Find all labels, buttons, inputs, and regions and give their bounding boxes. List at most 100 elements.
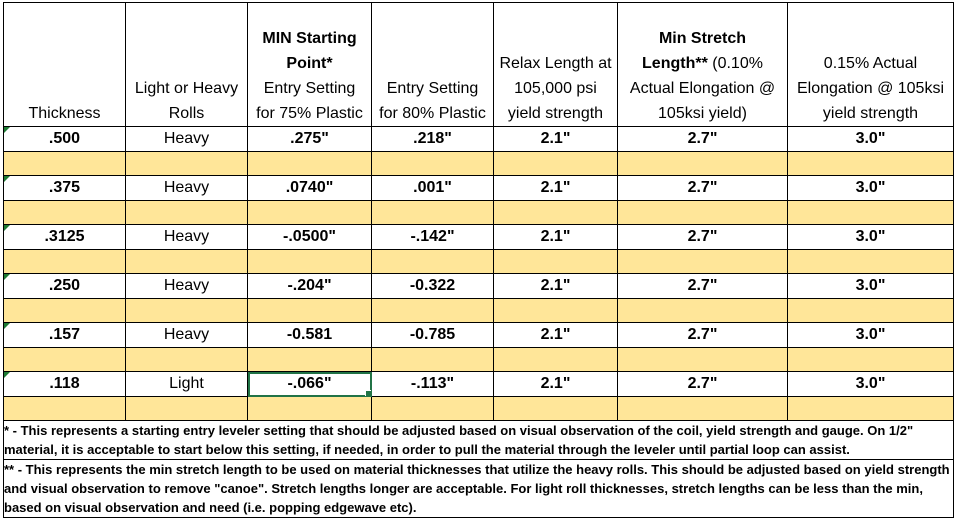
cell-min-start-selected[interactable]: -.066" bbox=[247, 371, 372, 397]
cell-min-stretch[interactable]: 2.7" bbox=[617, 273, 788, 299]
note-min-stretch[interactable]: ** - This represents the min stretch len… bbox=[3, 459, 954, 518]
cell-entry80[interactable]: -.113" bbox=[371, 371, 494, 397]
cell-thickness[interactable]: .375 bbox=[3, 175, 126, 201]
cell-elongation[interactable]: 3.0" bbox=[787, 126, 954, 152]
cell-min-start[interactable]: .275" bbox=[247, 126, 372, 152]
cell-min-stretch[interactable]: 2.7" bbox=[617, 175, 788, 201]
band-cell[interactable] bbox=[247, 298, 372, 323]
band-cell[interactable] bbox=[3, 298, 126, 323]
fill-handle[interactable] bbox=[365, 390, 371, 396]
cell-rolls[interactable]: Heavy bbox=[125, 322, 248, 348]
cell-min-stretch[interactable]: 2.7" bbox=[617, 322, 788, 348]
band-cell[interactable] bbox=[787, 151, 954, 176]
cell-entry80[interactable]: -0.785 bbox=[371, 322, 494, 348]
header-min-start[interactable]: MIN Starting Point* Entry Setting for 75… bbox=[247, 2, 372, 127]
cell-elongation[interactable]: 3.0" bbox=[787, 322, 954, 348]
cell-min-start[interactable]: -0.581 bbox=[247, 322, 372, 348]
band-cell[interactable] bbox=[493, 200, 618, 225]
band-cell[interactable] bbox=[493, 151, 618, 176]
cell-entry80[interactable]: -0.322 bbox=[371, 273, 494, 299]
band-cell[interactable] bbox=[371, 396, 494, 421]
cell-rolls[interactable]: Heavy bbox=[125, 224, 248, 250]
band-cell[interactable] bbox=[247, 249, 372, 274]
band-cell[interactable] bbox=[493, 396, 618, 421]
band-cell[interactable] bbox=[493, 347, 618, 372]
note-starting-point[interactable]: * - This represents a starting entry lev… bbox=[3, 420, 954, 460]
leveler-settings-table: Thickness Light or Heavy Rolls MIN Start… bbox=[3, 2, 954, 518]
cell-entry80[interactable]: .218" bbox=[371, 126, 494, 152]
cell-relax[interactable]: 2.1" bbox=[493, 273, 618, 299]
cell-rolls[interactable]: Heavy bbox=[125, 175, 248, 201]
band-cell[interactable] bbox=[493, 298, 618, 323]
header-rolls[interactable]: Light or Heavy Rolls bbox=[125, 2, 248, 127]
band-cell[interactable] bbox=[787, 298, 954, 323]
cell-min-start[interactable]: -.204" bbox=[247, 273, 372, 299]
band-cell[interactable] bbox=[125, 249, 248, 274]
cell-rolls[interactable]: Heavy bbox=[125, 126, 248, 152]
band-cell[interactable] bbox=[125, 396, 248, 421]
band-cell[interactable] bbox=[617, 298, 788, 323]
cell-thickness[interactable]: .3125 bbox=[3, 224, 126, 250]
cell-thickness[interactable]: .157 bbox=[3, 322, 126, 348]
band-cell[interactable] bbox=[125, 298, 248, 323]
band-cell[interactable] bbox=[617, 347, 788, 372]
cell-rolls[interactable]: Light bbox=[125, 371, 248, 397]
band-cell[interactable] bbox=[125, 151, 248, 176]
cell-min-stretch[interactable]: 2.7" bbox=[617, 371, 788, 397]
cell-min-stretch[interactable]: 2.7" bbox=[617, 224, 788, 250]
band-cell[interactable] bbox=[617, 151, 788, 176]
cell-elongation[interactable]: 3.0" bbox=[787, 175, 954, 201]
cell-relax[interactable]: 2.1" bbox=[493, 371, 618, 397]
band-cell[interactable] bbox=[617, 200, 788, 225]
band-cell[interactable] bbox=[371, 200, 494, 225]
cell-min-stretch[interactable]: 2.7" bbox=[617, 126, 788, 152]
cell-elongation[interactable]: 3.0" bbox=[787, 273, 954, 299]
band-cell[interactable] bbox=[617, 249, 788, 274]
band-cell[interactable] bbox=[371, 249, 494, 274]
band-cell[interactable] bbox=[787, 249, 954, 274]
cell-relax[interactable]: 2.1" bbox=[493, 322, 618, 348]
band-cell[interactable] bbox=[3, 151, 126, 176]
band-cell[interactable] bbox=[787, 200, 954, 225]
cell-thickness[interactable]: .500 bbox=[3, 126, 126, 152]
band-cell[interactable] bbox=[3, 200, 126, 225]
band-cell[interactable] bbox=[371, 151, 494, 176]
band-cell[interactable] bbox=[493, 249, 618, 274]
band-cell[interactable] bbox=[247, 151, 372, 176]
header-elongation-line2: Elongation @ 105ksi bbox=[797, 80, 944, 97]
cell-relax[interactable]: 2.1" bbox=[493, 224, 618, 250]
band-cell[interactable] bbox=[247, 396, 372, 421]
band-cell[interactable] bbox=[787, 396, 954, 421]
band-cell[interactable] bbox=[787, 347, 954, 372]
cell-elongation[interactable]: 3.0" bbox=[787, 224, 954, 250]
cell-entry80[interactable]: .001" bbox=[371, 175, 494, 201]
cell-text: .500 bbox=[48, 130, 81, 147]
band-cell[interactable] bbox=[125, 200, 248, 225]
band-cell[interactable] bbox=[247, 200, 372, 225]
band-cell[interactable] bbox=[371, 298, 494, 323]
band-cell[interactable] bbox=[3, 396, 126, 421]
cell-elongation[interactable]: 3.0" bbox=[787, 371, 954, 397]
header-min-stretch[interactable]: Min Stretch Length** (0.10% Actual Elong… bbox=[617, 2, 788, 127]
band-cell[interactable] bbox=[617, 396, 788, 421]
cell-thickness[interactable]: .250 bbox=[3, 273, 126, 299]
cell-min-start[interactable]: .0740" bbox=[247, 175, 372, 201]
cell-relax[interactable]: 2.1" bbox=[493, 175, 618, 201]
band-cell[interactable] bbox=[247, 347, 372, 372]
band-cell[interactable] bbox=[371, 347, 494, 372]
band-cell[interactable] bbox=[125, 347, 248, 372]
table-row: .157 Heavy -0.581 -0.785 2.1" 2.7" 3.0" bbox=[3, 322, 954, 348]
note-row: ** - This represents the min stretch len… bbox=[3, 459, 954, 518]
header-entry80[interactable]: Entry Setting for 80% Plastic bbox=[371, 2, 494, 127]
cell-min-start[interactable]: -.0500" bbox=[247, 224, 372, 250]
cell-thickness[interactable]: .118 bbox=[3, 371, 126, 397]
cell-entry80[interactable]: -.142" bbox=[371, 224, 494, 250]
header-elongation[interactable]: 0.15% Actual Elongation @ 105ksi yield s… bbox=[787, 2, 954, 127]
cell-relax[interactable]: 2.1" bbox=[493, 126, 618, 152]
header-min-start-line3: Entry Setting bbox=[263, 80, 356, 97]
header-thickness[interactable]: Thickness bbox=[3, 2, 126, 127]
band-cell[interactable] bbox=[3, 249, 126, 274]
header-relax[interactable]: Relax Length at 105,000 psi yield streng… bbox=[493, 2, 618, 127]
band-cell[interactable] bbox=[3, 347, 126, 372]
cell-rolls[interactable]: Heavy bbox=[125, 273, 248, 299]
